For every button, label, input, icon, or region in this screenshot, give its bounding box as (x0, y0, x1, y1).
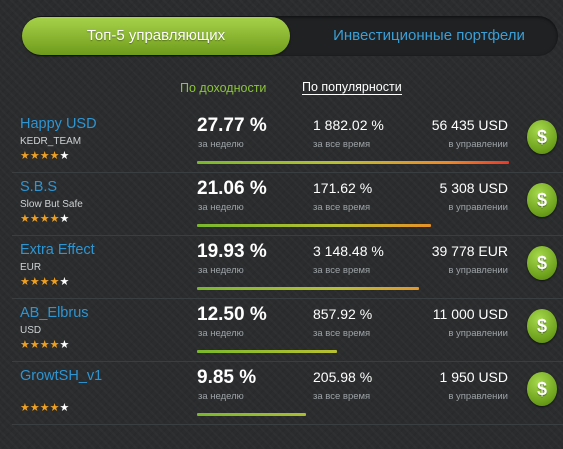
weekly-return: 27.77 % (197, 115, 267, 136)
manager-row: Extra Effect EUR ★★★★★ 19.93 % за неделю… (12, 235, 563, 299)
alltime-return-label: за все время (313, 391, 371, 402)
star-empty-icon: ★ (59, 276, 70, 288)
popularity-bar (197, 161, 509, 164)
alltime-return: 171.62 % (313, 180, 373, 196)
invest-dollar-button[interactable]: $ (527, 309, 557, 343)
star-filled-icon: ★ (29, 339, 40, 351)
weekly-return-label: за неделю (198, 139, 244, 150)
tab-top5-managers[interactable]: Топ-5 управляющих (22, 17, 290, 55)
star-filled-icon: ★ (39, 339, 50, 351)
manager-name[interactable]: GrowtSH_v1 (20, 368, 103, 384)
invest-dollar-button[interactable]: $ (527, 120, 557, 154)
rating-stars: ★★★★★ (20, 401, 69, 414)
alltime-return: 1 882.02 % (313, 117, 384, 133)
alltime-return-label: за все время (313, 139, 371, 150)
star-filled-icon: ★ (29, 276, 40, 288)
rating-stars: ★★★★★ (20, 149, 69, 162)
assets-under-management: 5 308 USD (439, 180, 508, 196)
assets-under-management-label: в управлении (448, 328, 508, 339)
assets-under-management: 39 778 EUR (431, 243, 508, 259)
assets-under-management-label: в управлении (448, 202, 508, 213)
popularity-bar-fill (197, 350, 338, 353)
manager-subtitle: KEDR_TEAM (20, 136, 82, 147)
invest-dollar-button[interactable]: $ (527, 372, 557, 406)
assets-under-management-label: в управлении (448, 265, 508, 276)
weekly-return: 19.93 % (197, 241, 267, 262)
weekly-return-label: за неделю (198, 328, 244, 339)
star-filled-icon: ★ (49, 339, 60, 351)
manager-subtitle: Slow But Safe (20, 199, 83, 210)
alltime-return: 857.92 % (313, 306, 373, 322)
alltime-return-label: за все время (313, 328, 371, 339)
star-filled-icon: ★ (49, 150, 60, 162)
rating-stars: ★★★★★ (20, 212, 69, 225)
sort-by-popularity[interactable]: По популярности (302, 80, 402, 95)
star-filled-icon: ★ (20, 402, 30, 414)
popularity-bar (197, 224, 509, 227)
rating-stars: ★★★★★ (20, 275, 69, 288)
star-filled-icon: ★ (29, 402, 40, 414)
weekly-return-label: за неделю (198, 391, 244, 402)
star-empty-icon: ★ (59, 150, 70, 162)
alltime-return: 3 148.48 % (313, 243, 384, 259)
alltime-return-label: за все время (313, 265, 371, 276)
assets-under-management: 1 950 USD (439, 369, 508, 385)
manager-subtitle: USD (20, 325, 42, 336)
weekly-return: 12.50 % (197, 304, 267, 325)
invest-dollar-button[interactable]: $ (527, 183, 557, 217)
star-filled-icon: ★ (39, 276, 50, 288)
invest-dollar-button[interactable]: $ (527, 246, 557, 280)
star-filled-icon: ★ (20, 339, 30, 351)
star-filled-icon: ★ (20, 276, 30, 288)
manager-row: Happy USD KEDR_TEAM ★★★★★ 27.77 % за нед… (12, 109, 563, 173)
star-empty-icon: ★ (59, 402, 70, 414)
popularity-bar-fill (197, 287, 419, 290)
manager-row: S.B.S Slow But Safe ★★★★★ 21.06 % за нед… (12, 172, 563, 236)
alltime-return: 205.98 % (313, 369, 373, 385)
star-filled-icon: ★ (49, 213, 60, 225)
assets-under-management: 56 435 USD (431, 117, 508, 133)
alltime-return-label: за все время (313, 202, 371, 213)
popularity-bar (197, 350, 509, 353)
star-filled-icon: ★ (20, 213, 30, 225)
assets-under-management-label: в управлении (448, 391, 508, 402)
star-filled-icon: ★ (39, 150, 50, 162)
manager-subtitle: EUR (20, 262, 42, 273)
manager-row: AB_Elbrus USD ★★★★★ 12.50 % за неделю 85… (12, 298, 563, 362)
rating-stars: ★★★★★ (20, 338, 69, 351)
tab-investment-portfolios[interactable]: Инвестиционные портфели (333, 27, 525, 44)
popularity-bar-fill (197, 161, 509, 164)
assets-under-management: 11 000 USD (432, 306, 508, 322)
popularity-bar (197, 287, 509, 290)
star-filled-icon: ★ (39, 213, 50, 225)
weekly-return: 9.85 % (197, 367, 257, 388)
star-filled-icon: ★ (49, 276, 60, 288)
star-filled-icon: ★ (49, 402, 60, 414)
manager-name[interactable]: S.B.S (20, 179, 58, 195)
star-empty-icon: ★ (59, 339, 70, 351)
star-filled-icon: ★ (29, 213, 40, 225)
manager-name[interactable]: Extra Effect (20, 242, 95, 258)
popularity-bar-fill (197, 224, 431, 227)
manager-name[interactable]: Happy USD (20, 116, 97, 132)
star-filled-icon: ★ (39, 402, 50, 414)
popularity-bar (197, 413, 509, 416)
popularity-bar-fill (197, 413, 307, 416)
manager-row: GrowtSH_v1 ★★★★★ 9.85 % за неделю 205.98… (12, 361, 563, 425)
weekly-return-label: за неделю (198, 265, 244, 276)
manager-name[interactable]: AB_Elbrus (20, 305, 89, 321)
weekly-return: 21.06 % (197, 178, 267, 199)
star-empty-icon: ★ (59, 213, 70, 225)
tab-bar: Топ-5 управляющих Инвестиционные портфел… (22, 16, 558, 56)
sort-by-profit[interactable]: По доходности (180, 81, 267, 95)
star-filled-icon: ★ (20, 150, 30, 162)
assets-under-management-label: в управлении (448, 139, 508, 150)
weekly-return-label: за неделю (198, 202, 244, 213)
star-filled-icon: ★ (29, 150, 40, 162)
